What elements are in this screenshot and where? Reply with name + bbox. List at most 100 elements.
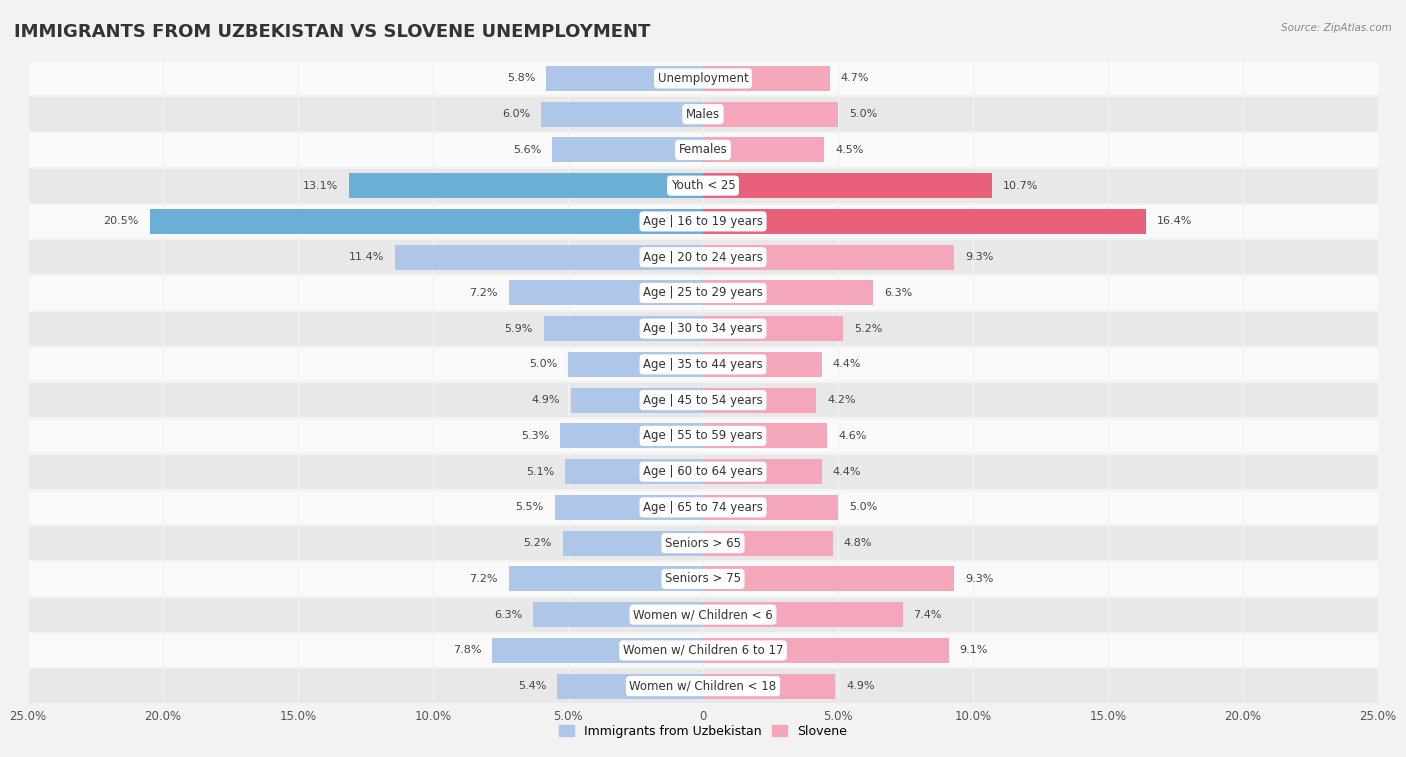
Bar xyxy=(395,245,703,269)
Text: 6.3%: 6.3% xyxy=(884,288,912,298)
Text: 6.3%: 6.3% xyxy=(494,609,522,620)
Bar xyxy=(28,168,1378,204)
Text: 5.4%: 5.4% xyxy=(517,681,547,691)
Text: Age | 35 to 44 years: Age | 35 to 44 years xyxy=(643,358,763,371)
Text: Age | 45 to 54 years: Age | 45 to 54 years xyxy=(643,394,763,407)
Text: 7.2%: 7.2% xyxy=(470,288,498,298)
Text: Age | 55 to 59 years: Age | 55 to 59 years xyxy=(643,429,763,442)
Bar xyxy=(492,638,703,663)
Bar xyxy=(703,101,838,126)
Text: 4.4%: 4.4% xyxy=(832,466,860,477)
Bar xyxy=(568,352,703,377)
Text: 5.0%: 5.0% xyxy=(849,503,877,512)
Bar xyxy=(703,674,835,699)
Text: 7.4%: 7.4% xyxy=(914,609,942,620)
Bar xyxy=(28,525,1378,561)
Text: IMMIGRANTS FROM UZBEKISTAN VS SLOVENE UNEMPLOYMENT: IMMIGRANTS FROM UZBEKISTAN VS SLOVENE UN… xyxy=(14,23,651,41)
Text: 5.9%: 5.9% xyxy=(505,324,533,334)
Text: 10.7%: 10.7% xyxy=(1002,181,1038,191)
Bar xyxy=(703,566,955,591)
Bar xyxy=(703,388,817,413)
Bar xyxy=(28,275,1378,311)
Bar xyxy=(28,132,1378,168)
Bar xyxy=(703,352,821,377)
Bar xyxy=(703,531,832,556)
Text: Youth < 25: Youth < 25 xyxy=(671,179,735,192)
Text: Age | 20 to 24 years: Age | 20 to 24 years xyxy=(643,251,763,263)
Text: 5.5%: 5.5% xyxy=(516,503,544,512)
Bar xyxy=(562,531,703,556)
Text: Males: Males xyxy=(686,107,720,120)
Bar xyxy=(703,245,955,269)
Text: Women w/ Children 6 to 17: Women w/ Children 6 to 17 xyxy=(623,644,783,657)
Text: 7.2%: 7.2% xyxy=(470,574,498,584)
Bar xyxy=(547,66,703,91)
Text: Age | 60 to 64 years: Age | 60 to 64 years xyxy=(643,465,763,478)
Text: 4.9%: 4.9% xyxy=(846,681,875,691)
Text: 4.2%: 4.2% xyxy=(827,395,856,405)
Bar xyxy=(703,209,1146,234)
Bar xyxy=(571,388,703,413)
Text: Women w/ Children < 18: Women w/ Children < 18 xyxy=(630,680,776,693)
Text: 5.2%: 5.2% xyxy=(523,538,551,548)
Text: Age | 65 to 74 years: Age | 65 to 74 years xyxy=(643,501,763,514)
Bar xyxy=(560,423,703,448)
Text: 4.8%: 4.8% xyxy=(844,538,872,548)
Text: Source: ZipAtlas.com: Source: ZipAtlas.com xyxy=(1281,23,1392,33)
Bar xyxy=(28,382,1378,418)
Bar xyxy=(533,602,703,627)
Bar xyxy=(554,495,703,520)
Text: 11.4%: 11.4% xyxy=(349,252,384,262)
Text: 9.3%: 9.3% xyxy=(965,574,993,584)
Bar xyxy=(28,61,1378,96)
Text: 7.8%: 7.8% xyxy=(453,646,482,656)
Bar xyxy=(349,173,703,198)
Text: 4.7%: 4.7% xyxy=(841,73,869,83)
Text: Women w/ Children < 6: Women w/ Children < 6 xyxy=(633,608,773,621)
Text: 9.3%: 9.3% xyxy=(965,252,993,262)
Bar xyxy=(28,561,1378,597)
Bar xyxy=(703,173,991,198)
Bar xyxy=(557,674,703,699)
Bar xyxy=(703,316,844,341)
Bar xyxy=(28,239,1378,275)
Text: 4.5%: 4.5% xyxy=(835,145,863,155)
Bar xyxy=(28,597,1378,633)
Text: Seniors > 65: Seniors > 65 xyxy=(665,537,741,550)
Text: 4.9%: 4.9% xyxy=(531,395,560,405)
Text: Age | 25 to 29 years: Age | 25 to 29 years xyxy=(643,286,763,300)
Text: 6.0%: 6.0% xyxy=(502,109,530,119)
Text: 5.1%: 5.1% xyxy=(526,466,554,477)
Bar xyxy=(703,280,873,305)
Legend: Immigrants from Uzbekistan, Slovene: Immigrants from Uzbekistan, Slovene xyxy=(554,720,852,743)
Bar xyxy=(28,96,1378,132)
Bar xyxy=(703,495,838,520)
Bar xyxy=(565,459,703,484)
Text: Females: Females xyxy=(679,143,727,157)
Bar xyxy=(703,66,830,91)
Bar xyxy=(28,347,1378,382)
Text: Unemployment: Unemployment xyxy=(658,72,748,85)
Bar xyxy=(509,566,703,591)
Text: 5.0%: 5.0% xyxy=(529,360,557,369)
Text: 13.1%: 13.1% xyxy=(304,181,339,191)
Text: 16.4%: 16.4% xyxy=(1157,217,1192,226)
Text: 5.6%: 5.6% xyxy=(513,145,541,155)
Bar xyxy=(509,280,703,305)
Bar xyxy=(28,668,1378,704)
Bar xyxy=(703,459,821,484)
Text: Seniors > 75: Seniors > 75 xyxy=(665,572,741,585)
Text: 4.6%: 4.6% xyxy=(838,431,866,441)
Bar xyxy=(28,453,1378,490)
Bar xyxy=(149,209,703,234)
Bar xyxy=(28,311,1378,347)
Bar xyxy=(703,138,824,163)
Text: 5.8%: 5.8% xyxy=(508,73,536,83)
Bar xyxy=(703,423,827,448)
Text: 5.0%: 5.0% xyxy=(849,109,877,119)
Bar xyxy=(703,638,949,663)
Text: 4.4%: 4.4% xyxy=(832,360,860,369)
Text: 5.2%: 5.2% xyxy=(855,324,883,334)
Text: 9.1%: 9.1% xyxy=(959,646,988,656)
Bar xyxy=(28,418,1378,453)
